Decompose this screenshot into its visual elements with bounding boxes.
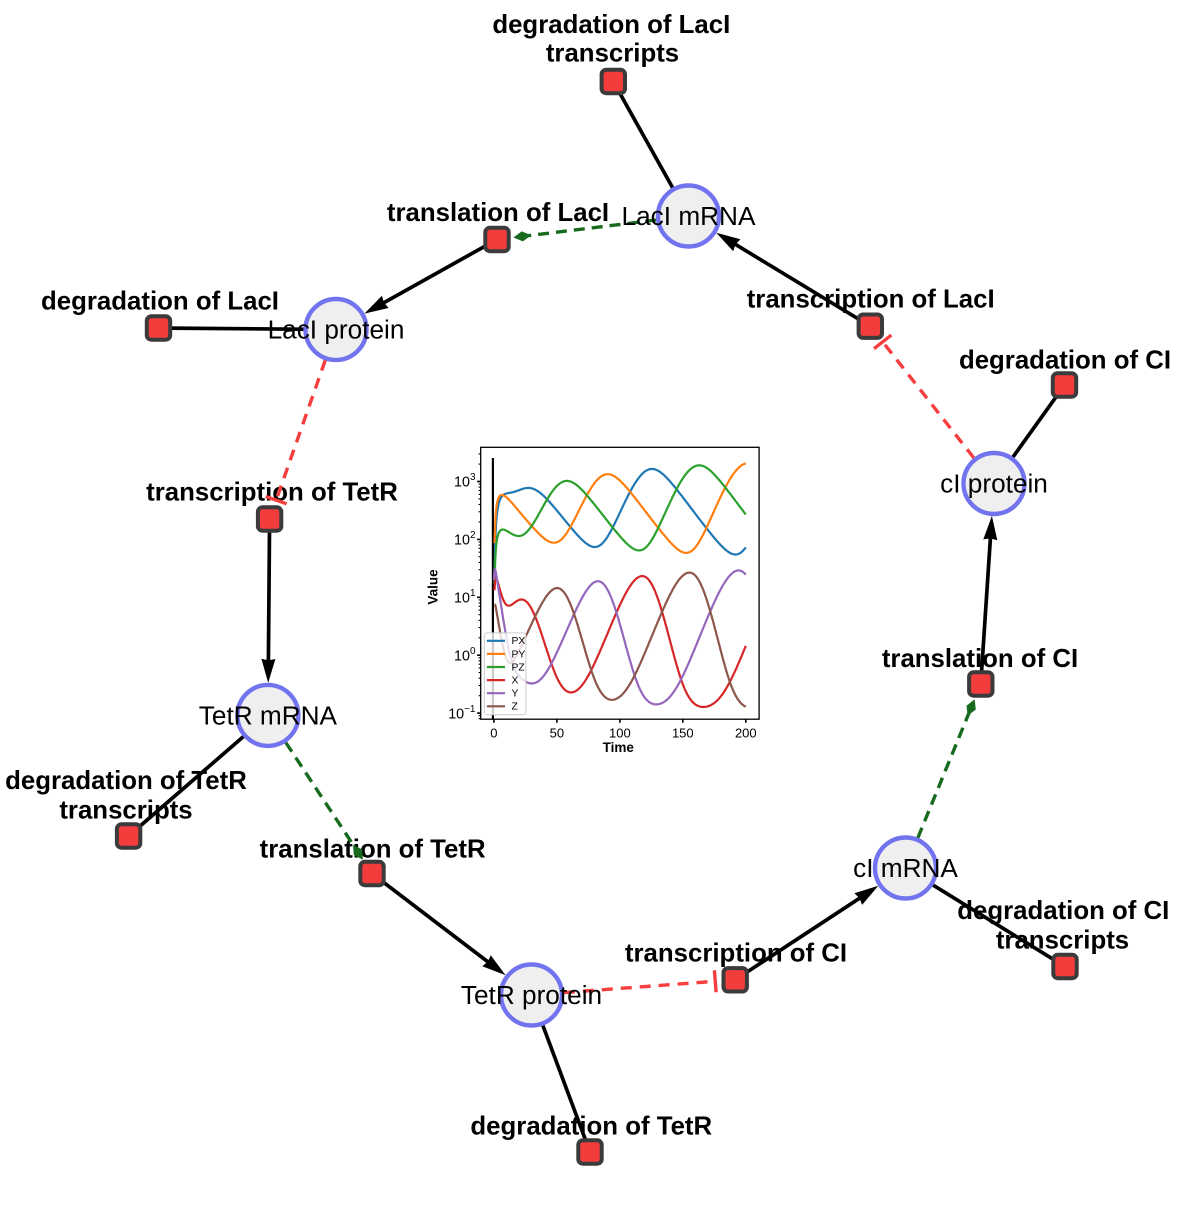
svg-text:Z: Z xyxy=(512,702,518,713)
svg-text:transcripts: transcripts xyxy=(996,927,1129,955)
svg-text:PY: PY xyxy=(512,649,526,660)
svg-text:150: 150 xyxy=(672,725,694,740)
svg-text:transcripts: transcripts xyxy=(546,40,679,68)
svg-text:Y: Y xyxy=(512,689,519,700)
svg-text:50: 50 xyxy=(550,725,564,740)
svg-text:transcription of TetR: transcription of TetR xyxy=(146,479,398,507)
svg-text:TetR protein: TetR protein xyxy=(461,980,602,1010)
svg-text:degradation of LacI: degradation of LacI xyxy=(492,11,730,39)
svg-text:degradation of LacI: degradation of LacI xyxy=(41,288,279,316)
svg-text:PX: PX xyxy=(512,636,526,647)
svg-text:translation of LacI: translation of LacI xyxy=(387,199,609,227)
svg-text:transcripts: transcripts xyxy=(59,797,192,825)
svg-text:LacI mRNA: LacI mRNA xyxy=(622,201,756,231)
svg-text:LacI protein: LacI protein xyxy=(268,315,405,345)
svg-text:X: X xyxy=(512,676,519,687)
svg-text:degradation of TetR: degradation of TetR xyxy=(5,767,247,795)
svg-text:degradation of CI: degradation of CI xyxy=(959,347,1171,375)
svg-text:0: 0 xyxy=(490,725,497,740)
svg-text:degradation of TetR: degradation of TetR xyxy=(470,1113,712,1141)
svg-text:Time: Time xyxy=(603,740,635,755)
svg-text:cI mRNA: cI mRNA xyxy=(853,853,958,883)
svg-text:cI protein: cI protein xyxy=(940,469,1048,499)
svg-text:200: 200 xyxy=(735,725,757,740)
svg-text:translation of TetR: translation of TetR xyxy=(260,836,486,864)
svg-text:TetR mRNA: TetR mRNA xyxy=(199,700,338,730)
svg-text:100: 100 xyxy=(609,725,631,740)
svg-text:transcription of CI: transcription of CI xyxy=(625,939,847,967)
svg-text:PZ: PZ xyxy=(512,662,525,673)
svg-text:Value: Value xyxy=(426,569,441,605)
svg-text:transcription of LacI: transcription of LacI xyxy=(747,286,995,314)
